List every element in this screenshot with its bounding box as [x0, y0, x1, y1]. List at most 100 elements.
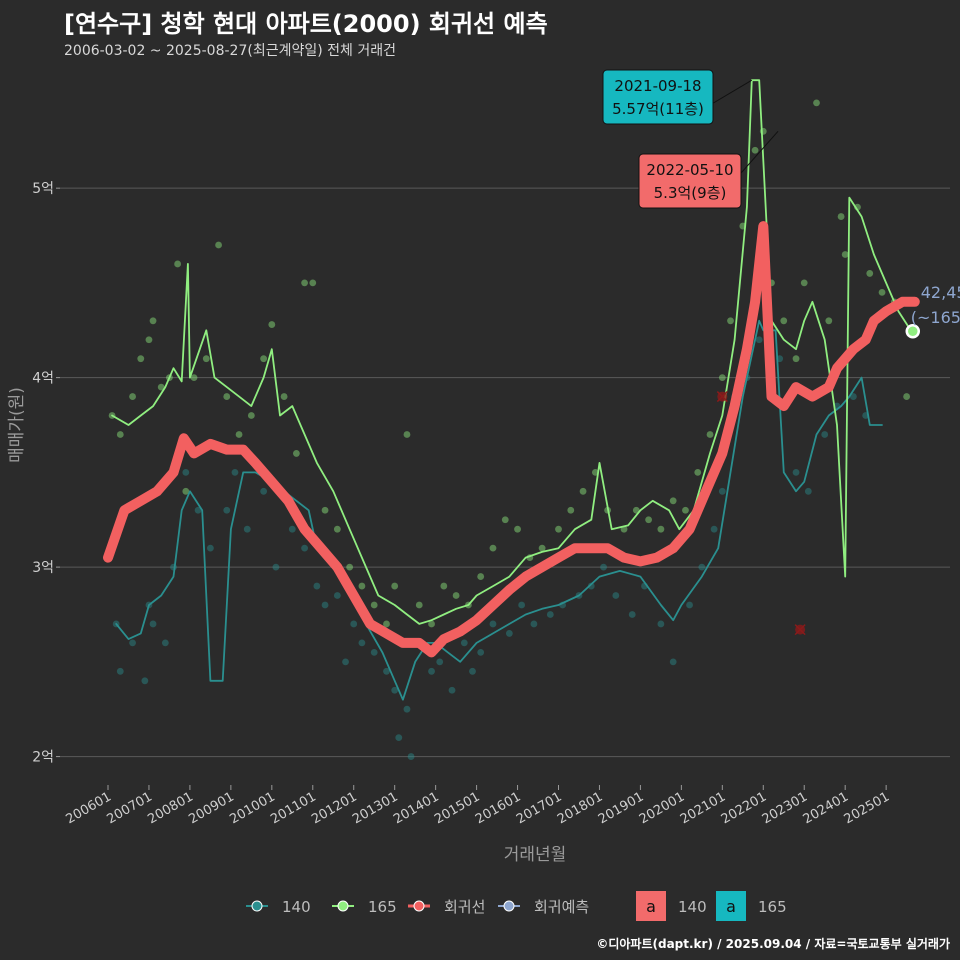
scatter-point-140	[755, 336, 763, 344]
legend: 140 165 회귀선 회귀예측 a 140 a 165	[246, 891, 787, 921]
scatter-point-140	[436, 658, 444, 666]
scatter-point-165	[501, 516, 509, 524]
x-tick-label: 200701	[104, 789, 154, 827]
x-tick-label: 200601	[64, 789, 114, 827]
scatter-point-165	[137, 355, 145, 363]
scatter-point-140	[301, 544, 308, 552]
scatter-point-165	[292, 450, 300, 457]
scatter-point-140	[272, 563, 280, 571]
annotation-date: 2021-09-18	[614, 77, 701, 95]
scatter-point-140	[243, 525, 251, 533]
scatter-point-165	[383, 620, 390, 628]
scatter-point-140	[358, 639, 366, 647]
scatter-point-140	[460, 639, 468, 647]
scatter-point-165	[825, 317, 833, 325]
scatter-point-140	[600, 563, 607, 571]
scatter-point-165	[428, 620, 435, 628]
legend-label-s140: 140	[282, 898, 311, 916]
scatter-point-140	[149, 620, 157, 628]
legend-box-box165	[716, 891, 746, 921]
scatter-point-165	[301, 279, 308, 287]
scatter-point-165	[309, 279, 317, 287]
scatter-point-140	[469, 667, 476, 675]
scatter-point-165	[477, 573, 485, 580]
scatter-point-140	[403, 705, 411, 713]
scatter-point-165	[440, 582, 448, 590]
legend-box-box_regression	[636, 891, 666, 921]
x-tick-label: 202501	[842, 789, 892, 827]
scatter-point-165	[694, 468, 702, 476]
scatter-point-140	[546, 611, 554, 618]
scatter-point-165	[157, 383, 165, 391]
x-tick-label: 202301	[760, 789, 810, 827]
y-axis-title: 매매가(원)	[7, 387, 27, 463]
scatter-point-165	[837, 213, 845, 220]
scatter-point-140	[530, 620, 538, 628]
scatter-point-165	[841, 251, 849, 258]
legend-box-glyph: a	[646, 897, 656, 916]
y-tick-label: 2억	[32, 750, 54, 766]
scatter-point-165	[333, 525, 341, 533]
scatter-point-165	[235, 431, 243, 438]
scatter-point-165	[358, 582, 366, 590]
series-line-140	[115, 319, 883, 701]
scatter-point-165	[903, 393, 911, 400]
scatter-point-140	[477, 648, 485, 656]
x-tick-label: 202401	[801, 789, 851, 827]
legend-dot-s165	[337, 900, 349, 912]
scatter-point-140	[350, 620, 358, 628]
x-axis-title: 거래년월	[504, 845, 567, 865]
scatter-point-140	[698, 563, 706, 571]
scatter-point-165	[866, 270, 874, 277]
x-tick-label: 201501	[432, 789, 482, 827]
scatter-point-165	[321, 506, 329, 514]
scatter-point-140	[587, 582, 595, 590]
scatter-point-140	[116, 667, 124, 675]
x-tick-label: 201401	[391, 789, 441, 827]
scatter-point-165	[415, 601, 423, 609]
scatter-point-165	[268, 321, 276, 328]
scatter-point-165	[403, 431, 411, 438]
scatter-point-165	[202, 355, 210, 363]
x-tick-label: 201201	[309, 789, 359, 827]
x-tick-label: 202201	[719, 789, 769, 827]
series-line-165	[111, 79, 912, 625]
series-line-회귀선	[103, 221, 920, 658]
scatter-point-165	[813, 99, 820, 107]
y-tick-label: 5억	[32, 181, 54, 197]
scatter-point-165	[190, 374, 198, 382]
x-tick-label: 201601	[473, 789, 523, 827]
scatter-point-140	[489, 620, 497, 628]
scatter-point-140	[383, 667, 390, 675]
legend-dot-s140	[251, 900, 263, 912]
x-tick-label: 201101	[268, 789, 318, 827]
legend-label-s165: 165	[368, 898, 397, 916]
scatter-point-165	[149, 317, 157, 325]
legend-box-label: 165	[758, 898, 787, 916]
scatter-point-140	[669, 658, 677, 666]
scatter-point-165	[800, 279, 808, 287]
scatter-point-140	[129, 639, 136, 647]
scatter-point-140	[342, 658, 349, 666]
scatter-point-140	[849, 393, 857, 400]
scatter-point-165	[215, 241, 222, 249]
scatter-point-165	[555, 525, 562, 533]
legend-dot-forecast	[503, 900, 515, 912]
scatter-point-165	[657, 525, 665, 533]
y-tick-label: 4억	[32, 371, 54, 387]
x-tick-label: 202101	[678, 789, 728, 827]
legend-box-glyph: a	[726, 897, 736, 916]
scatter-point-165	[116, 431, 124, 438]
chart-subtitle: 2006-03-02 ~ 2025-08-27(최근계약일) 전체 거래건	[64, 43, 396, 59]
scatter-point-165	[370, 601, 378, 609]
scatter-point-140	[612, 592, 620, 599]
annotation-box	[638, 153, 742, 209]
scatter-point-165	[645, 516, 653, 524]
scatter-point-140	[321, 601, 329, 609]
scatter-point-140	[448, 686, 456, 694]
scatter-point-165	[247, 412, 255, 419]
scatter-point-165	[669, 497, 677, 505]
x-tick-label: 201901	[596, 789, 646, 827]
scatter-point-140	[206, 544, 214, 552]
